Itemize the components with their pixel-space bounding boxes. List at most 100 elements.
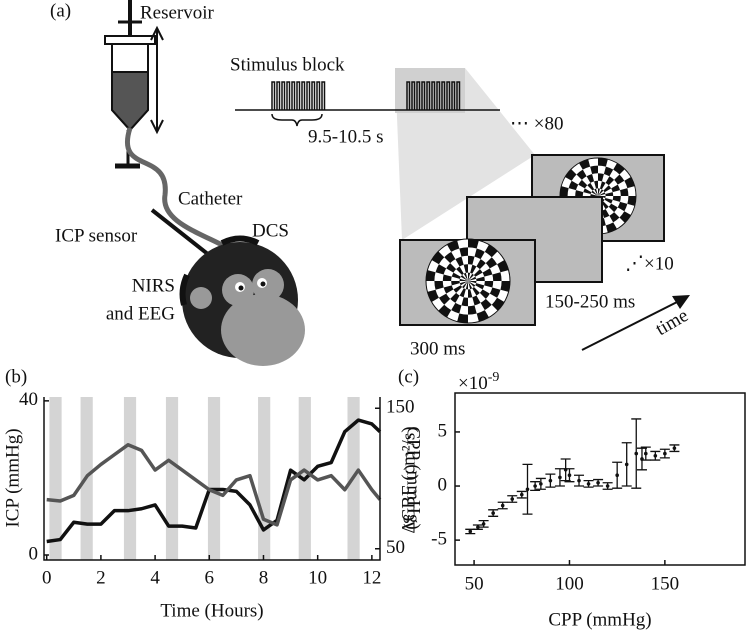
stimulus-period — [49, 397, 62, 560]
x-tick-label: 0 — [42, 567, 52, 588]
label: ⋯ ×80 — [510, 113, 563, 134]
x-tick-label: 100 — [555, 573, 584, 594]
checker-cell — [427, 289, 439, 302]
checker-cell — [468, 273, 474, 281]
checker-cell — [594, 188, 598, 196]
checker-cell — [565, 169, 577, 181]
checker-cell — [463, 264, 468, 273]
checker-cell — [476, 310, 489, 322]
checker-cell — [472, 286, 480, 296]
y2-tick-label: 50 — [386, 537, 405, 558]
x-tick-label: 10 — [308, 567, 327, 588]
checker-cell — [613, 163, 625, 175]
checker-cell — [426, 270, 436, 281]
time-arrow-head — [672, 295, 690, 309]
checker-cell — [468, 281, 476, 287]
fluid — [111, 71, 149, 132]
multiplier-base: ×10 — [458, 373, 488, 394]
checker-cell — [443, 285, 454, 294]
checker-cell — [497, 260, 509, 273]
checker-cell — [456, 266, 464, 276]
face — [252, 269, 284, 301]
checker-cell — [482, 268, 493, 277]
series-line — [46, 443, 382, 527]
label: 300 ms — [410, 338, 465, 359]
x-tick-label: 12 — [362, 567, 381, 588]
checker-cell — [468, 281, 473, 290]
checker-cell — [586, 173, 595, 183]
muzzle — [221, 294, 305, 366]
panel-label: (a) — [50, 0, 71, 21]
checker-cell — [438, 304, 452, 318]
y-axis-label: ICP (mmHg) — [2, 428, 23, 527]
checker-cell — [619, 211, 631, 223]
checker-cell — [474, 248, 485, 260]
checker-cell — [627, 196, 636, 206]
x-tick-label: 150 — [651, 573, 680, 594]
pupil — [260, 281, 266, 287]
checker-cell — [461, 297, 468, 307]
label: DCS — [252, 220, 289, 241]
checker-cell — [475, 283, 485, 290]
catheter — [125, 127, 242, 258]
checker-cell — [624, 177, 635, 189]
label: ICP sensor — [55, 225, 138, 246]
checker-cell — [605, 192, 614, 196]
checker-cell — [444, 251, 456, 264]
checker-cell — [468, 281, 477, 284]
point — [476, 525, 480, 529]
label: 9.5-10.5 s — [308, 126, 383, 147]
point — [605, 484, 610, 488]
checker-cell — [460, 275, 468, 281]
point — [491, 511, 495, 515]
multiplier-exp: -9 — [488, 370, 500, 385]
checker-cell — [608, 203, 618, 213]
point — [519, 492, 524, 497]
checker-cell — [587, 182, 595, 191]
checker-cell — [605, 176, 615, 186]
checker-cell — [463, 272, 468, 281]
y-axis-label: ΔCBF (cm²/s) — [398, 426, 419, 533]
checker-cell — [468, 239, 479, 249]
checker-cell — [459, 281, 468, 286]
x-axis-label: Time (Hours) — [160, 600, 263, 621]
checker-cell — [468, 255, 475, 265]
point — [548, 478, 553, 483]
point — [533, 484, 537, 488]
checker-cell — [598, 173, 604, 182]
checker-cell — [601, 201, 609, 210]
checker-cell — [457, 313, 468, 323]
stimulus-period — [207, 397, 221, 560]
checker-cell — [459, 247, 468, 257]
checker-cell — [459, 288, 466, 298]
checker-cell — [468, 272, 471, 281]
checker-cell — [576, 169, 587, 180]
syringe-top — [104, 35, 156, 45]
checker-cell — [568, 180, 579, 191]
y-tick-label: 40 — [19, 389, 38, 410]
multiplier: ×10-9 — [458, 370, 499, 394]
point — [596, 480, 600, 485]
checker-cell — [560, 186, 569, 196]
x-tick-label: 4 — [150, 567, 160, 588]
checker-cell — [476, 276, 485, 281]
checker-cell — [611, 184, 621, 193]
label: 150-250 ms — [545, 291, 635, 312]
checker-cell — [450, 292, 460, 303]
checker-cell — [465, 281, 468, 290]
series-line — [46, 418, 382, 544]
checker-cell — [455, 256, 464, 267]
label: Reservoir — [140, 2, 215, 23]
label: time — [652, 305, 692, 340]
checker-cell — [468, 305, 477, 315]
point — [577, 478, 581, 483]
point — [653, 453, 658, 458]
pulse-train — [271, 81, 461, 110]
label: NIRS — [132, 275, 175, 296]
label: Stimulus block — [230, 54, 345, 75]
checker-cell — [594, 180, 598, 189]
checker-cell — [599, 181, 606, 190]
checker-cell — [492, 272, 502, 281]
point — [586, 482, 591, 486]
checker-cell — [601, 209, 610, 219]
